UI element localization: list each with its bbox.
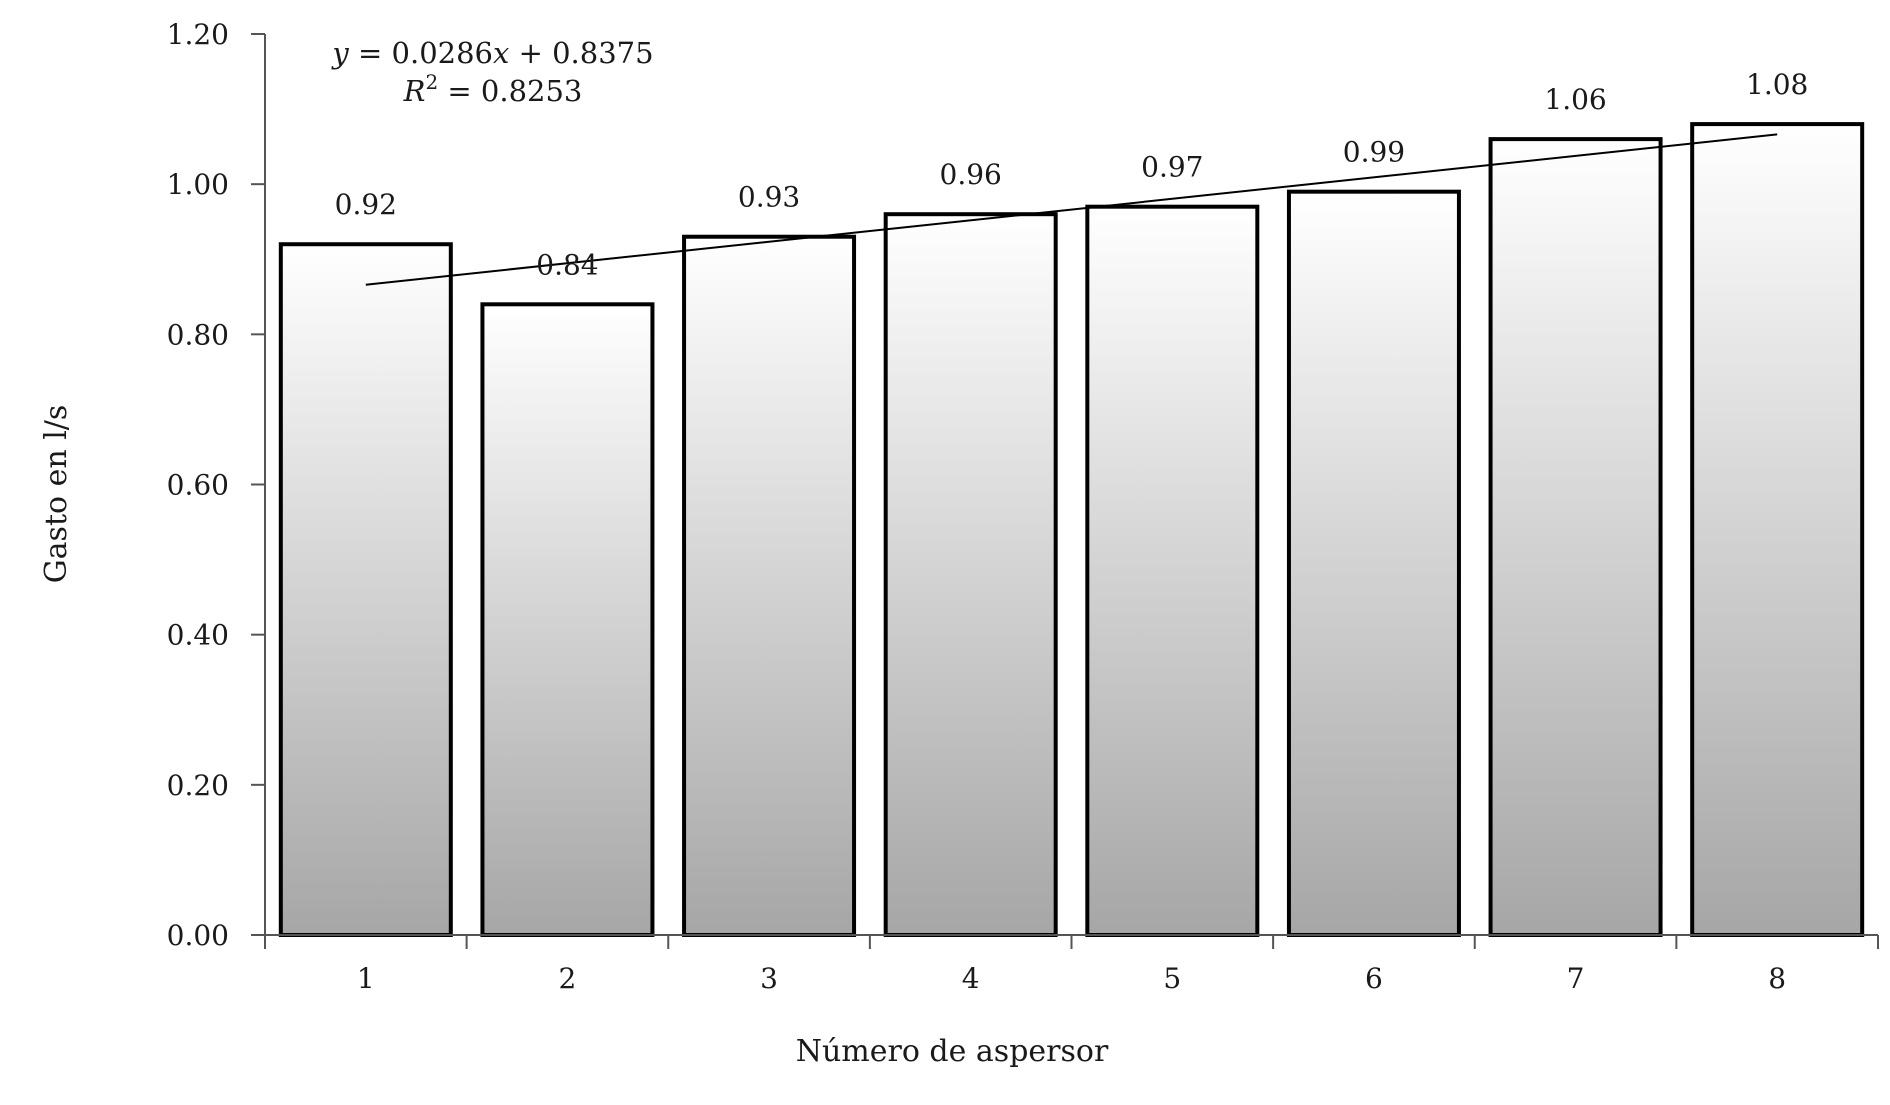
bars-group (278, 122, 1865, 938)
bar-aspersor-5 (1085, 204, 1260, 938)
trendline-group (365, 133, 1778, 286)
y-tick-label: 0.40 (167, 619, 229, 652)
bar-aspersor-2 (480, 302, 655, 937)
data-label: 0.97 (1141, 151, 1203, 184)
bar-aspersor-1 (278, 242, 453, 937)
data-label: 1.06 (1544, 83, 1606, 116)
y-tick-label: 1.20 (167, 18, 229, 51)
trendline-r-squared: R2 = 0.8253 (403, 70, 583, 108)
y-axis-title: Gasto en l/s (39, 405, 74, 584)
x-tick-label: 1 (357, 962, 375, 995)
ticks-group: 0.00 0.20 0.40 0.60 0.80 1.00 1.20 1 2 3 4 5 6 7 8 (167, 18, 1879, 995)
bar-aspersor-4 (883, 212, 1058, 937)
x-tick-label: 3 (760, 962, 778, 995)
trendline (365, 133, 1778, 286)
data-label: 1.08 (1746, 68, 1808, 101)
data-labels-group: 0.92 0.84 0.93 0.96 0.97 0.99 1.06 1.08 (335, 68, 1809, 281)
bar-aspersor-3 (682, 234, 857, 938)
data-label: 0.92 (335, 188, 397, 221)
y-tick-label: 0.80 (167, 318, 229, 351)
x-tick-label: 6 (1365, 962, 1383, 995)
data-label: 0.99 (1343, 136, 1405, 169)
x-tick-label: 5 (1163, 962, 1181, 995)
data-label: 0.93 (738, 181, 800, 214)
y-tick-label: 0.20 (167, 769, 229, 802)
y-tick-label: 0.00 (167, 919, 229, 952)
x-tick-label: 2 (559, 962, 577, 995)
x-axis-title: Número de aspersor (796, 1034, 1109, 1069)
y-tick-label: 1.00 (167, 168, 229, 201)
x-tick-label: 4 (962, 962, 980, 995)
x-tick-label: 8 (1768, 962, 1786, 995)
bar-aspersor-6 (1286, 189, 1461, 938)
data-label: 0.84 (536, 248, 598, 281)
x-tick-label: 7 (1567, 962, 1585, 995)
trendline-equation: y = 0.0286x + 0.8375 (330, 36, 653, 70)
y-tick-label: 0.60 (167, 469, 229, 502)
data-label: 0.96 (940, 158, 1002, 191)
bar-aspersor-8 (1690, 122, 1865, 938)
bar-aspersor-7 (1488, 137, 1663, 938)
